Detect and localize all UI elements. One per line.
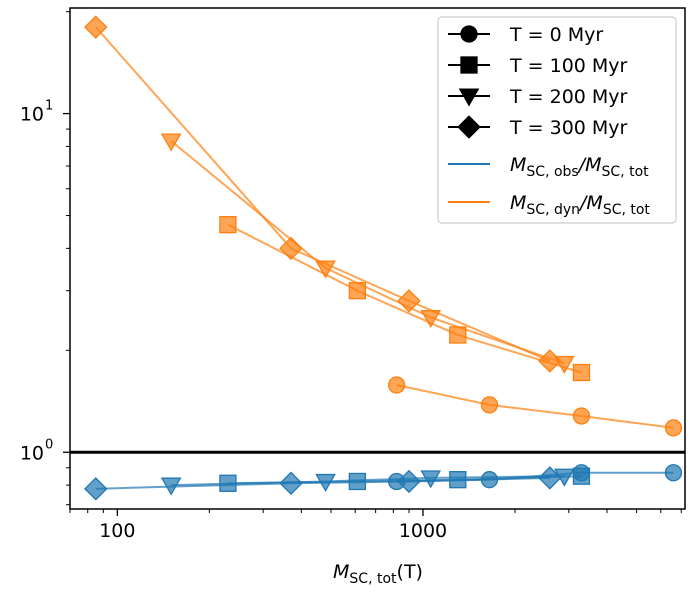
data-point bbox=[572, 407, 591, 425]
legend-entry: T = 100 Myr bbox=[448, 55, 628, 77]
x-axis-label-sub: SC, tot bbox=[349, 571, 397, 587]
series-layer bbox=[84, 15, 683, 501]
legend-label: T = 100 Myr bbox=[509, 55, 628, 77]
series-line bbox=[171, 475, 565, 487]
data-point bbox=[538, 466, 562, 490]
plot-area-frame bbox=[69, 7, 686, 510]
data-point bbox=[664, 464, 683, 482]
x-axis-label-main: M bbox=[333, 561, 349, 583]
y-tick-label: 10 0 bbox=[20, 437, 53, 464]
legend-entry-dyn: MSC, dyn/MSC, tot bbox=[448, 192, 650, 218]
data-point bbox=[480, 396, 499, 414]
data-point bbox=[279, 236, 303, 261]
x-axis-label: MSC, tot(T) bbox=[333, 561, 423, 587]
x-tick-label: 1000 bbox=[399, 520, 447, 542]
data-point bbox=[279, 471, 303, 495]
legend-marker bbox=[460, 56, 478, 74]
x-tick-label: 100 bbox=[99, 520, 135, 542]
legend-marker bbox=[457, 115, 481, 139]
series-line bbox=[396, 384, 674, 429]
series-line bbox=[95, 476, 550, 490]
data-point bbox=[420, 470, 442, 489]
legend-label: MSC, obs/MSC, tot bbox=[510, 154, 649, 180]
y-tick-label-base: 10 bbox=[20, 104, 44, 126]
y-tick-label-exponent: 1 bbox=[45, 99, 53, 114]
legend-entry-obs: MSC, obs/MSC, tot bbox=[448, 154, 649, 180]
data-point bbox=[84, 15, 108, 39]
data-point bbox=[572, 467, 591, 485]
x-axis-label-suffix: (T) bbox=[397, 561, 423, 583]
legend-marker bbox=[458, 88, 480, 107]
legend-label: T = 200 Myr bbox=[509, 86, 628, 108]
data-point bbox=[397, 469, 421, 494]
legend-label: T = 0 Myr bbox=[509, 24, 603, 46]
legend-label: MSC, dyn/MSC, tot bbox=[510, 192, 650, 218]
legend-entry: T = 300 Myr bbox=[448, 115, 628, 139]
legend-entry: T = 0 Myr bbox=[448, 24, 603, 46]
data-point bbox=[538, 349, 562, 373]
data-point bbox=[219, 215, 237, 234]
series-line bbox=[95, 26, 551, 362]
legend-label: T = 300 Myr bbox=[509, 117, 628, 139]
y-tick-label-exponent: 0 bbox=[45, 437, 53, 452]
y-tick-label-base: 10 bbox=[20, 442, 44, 464]
series-line bbox=[170, 140, 565, 365]
data-point bbox=[84, 477, 108, 501]
series-obs-diamond bbox=[84, 466, 562, 501]
legend-marker bbox=[460, 25, 478, 43]
series-dyn-circle bbox=[387, 376, 683, 437]
legend-box bbox=[437, 16, 677, 224]
legend: T = 0 Myr T = 100 Myr T = 200 Myr T = 300 M… bbox=[437, 16, 677, 224]
y-tick-label: 10 1 bbox=[20, 99, 53, 126]
data-point bbox=[387, 376, 406, 394]
data-point bbox=[572, 363, 591, 382]
series-dyn-diamond bbox=[84, 15, 562, 373]
data-point bbox=[160, 133, 182, 152]
data-point bbox=[397, 289, 421, 313]
legend-entry: T = 200 Myr bbox=[448, 86, 628, 108]
data-point bbox=[664, 419, 683, 437]
